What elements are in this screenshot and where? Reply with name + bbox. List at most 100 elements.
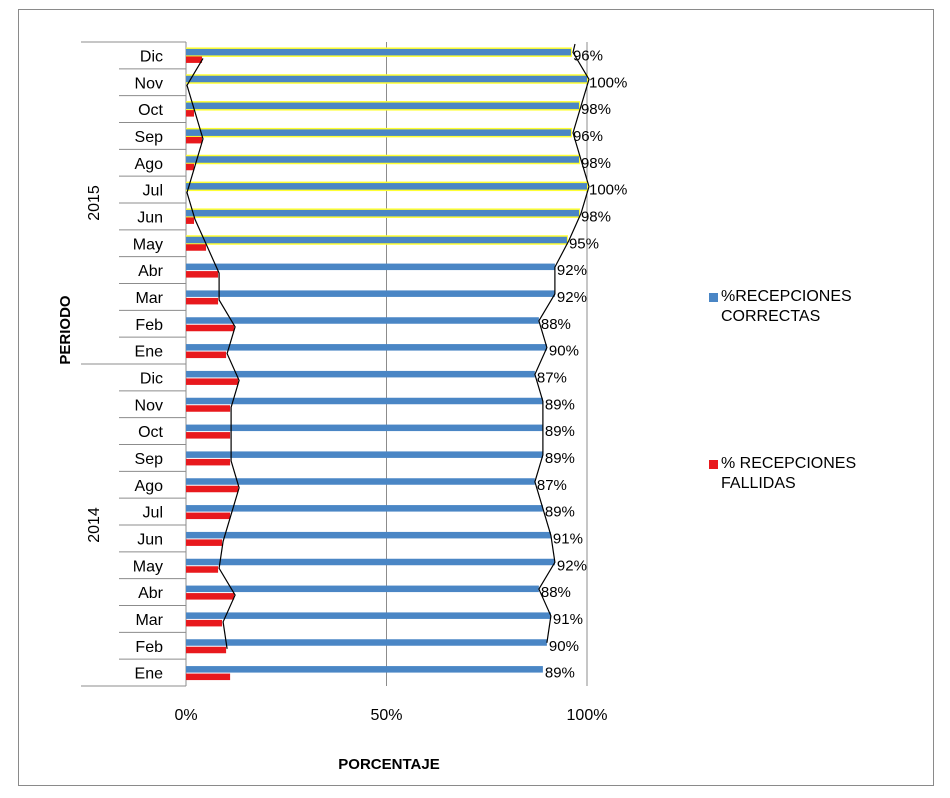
y-axis-title: PERIODO [57,295,74,365]
month-label: Mar [135,612,163,629]
bar-correctas [186,236,567,244]
year-label: 2015 [86,185,103,221]
bar-fallidas [186,405,231,412]
bar-correctas [186,129,571,136]
data-label: 89% [545,396,575,413]
bar-fallidas [186,351,227,359]
bar-fallidas [186,566,219,573]
bar-correctas [186,424,543,432]
bar-fallidas [186,271,219,278]
legend-label-correctas: %RECEPCIONES CORRECTAS [721,288,852,325]
bar-fallidas [186,539,223,546]
month-label: Ago [135,478,164,495]
data-label: 91% [553,611,583,628]
bar-correctas [186,263,555,271]
bar-correctas [186,478,535,485]
x-tick-label: 50% [370,707,402,724]
legend-item-correctas: %RECEPCIONES CORRECTAS [709,287,919,327]
x-tick-label: 0% [174,707,197,724]
labels: 0% 50% 100% Dic Nov Oct Sep Ago Jul Jun May Abr Mar F… [86,47,627,724]
data-label: 98% [581,101,611,118]
month-label: Oct [138,424,163,441]
bar-correctas [186,397,543,405]
month-label: Dic [140,370,163,387]
data-label: 90% [549,343,579,360]
bar-fallidas [186,485,239,493]
bar-correctas [186,156,579,163]
bars [186,47,588,681]
data-label: 92% [557,262,587,279]
bar-correctas [186,558,555,566]
data-label: 87% [537,477,567,494]
bar-fallidas [186,56,203,63]
month-label: Sep [135,451,164,468]
axes [81,41,187,687]
bar-correctas [186,209,579,217]
trend-line-fallidas [186,58,240,649]
bar-fallidas [186,110,195,117]
bar-fallidas [186,458,231,466]
bar-correctas [186,183,587,190]
bar-correctas [186,451,543,458]
month-label: Jun [137,209,163,226]
month-label: Nov [135,75,163,92]
month-label: Abr [138,585,164,602]
bar-fallidas [186,619,223,627]
data-label: 88% [541,316,571,333]
data-label: 89% [545,504,575,521]
bar-fallidas [186,297,219,305]
legend-swatch-fallidas [709,460,718,469]
month-label: Jul [143,505,163,522]
data-label: 88% [541,584,571,601]
data-label: 89% [545,665,575,682]
bar-correctas [186,666,543,673]
data-label: 98% [581,208,611,225]
month-label: May [133,558,163,575]
data-label: 91% [553,530,583,547]
chart-frame: 0% 50% 100% Dic Nov Oct Sep Ago Jul Jun May Abr Mar F… [18,9,934,786]
data-label: 89% [545,450,575,467]
bar-correctas [186,75,587,83]
bar-fallidas [186,673,231,681]
month-label: May [133,236,163,253]
legend-label-fallidas: % RECEPCIONES FALLIDAS [721,455,857,492]
bar-correctas [186,531,551,539]
bar-correctas [186,639,547,646]
month-label: Ene [135,344,164,361]
bar-correctas [186,370,535,378]
bar-fallidas [186,163,195,171]
month-label: Ene [135,666,164,683]
month-label: Sep [135,129,164,146]
month-label: Nov [135,397,163,414]
data-label: 87% [537,369,567,386]
month-label: Abr [138,263,164,280]
bar-chart: 0% 50% 100% Dic Nov Oct Sep Ago Jul Jun May Abr Mar F… [81,41,627,724]
bar-correctas [186,48,571,56]
year-label: 2014 [86,507,103,543]
bar-fallidas [186,378,239,385]
month-label: Mar [135,290,163,307]
data-label: 100% [589,182,627,199]
month-label: Dic [140,48,163,65]
trend-lines [186,43,590,649]
bar-correctas [186,612,551,619]
bar-fallidas [186,593,235,600]
bar-correctas [186,344,547,351]
x-axis-title: PORCENTAJE [338,756,440,773]
bar-fallidas [186,646,227,654]
bar-fallidas [186,136,203,144]
legend-item-fallidas: % RECEPCIONES FALLIDAS [709,454,919,494]
data-label: 92% [557,289,587,306]
bar-fallidas [186,244,207,251]
data-label: 96% [573,47,603,64]
data-label: 96% [573,128,603,145]
data-label: 90% [549,638,579,655]
x-tick-label: 100% [567,707,608,724]
month-label: Feb [135,639,163,656]
bar-correctas [186,102,579,110]
bar-correctas [186,585,539,593]
month-label: Jul [143,183,163,200]
data-label: 98% [581,155,611,172]
data-label: 92% [557,557,587,574]
month-label: Jun [137,531,163,548]
